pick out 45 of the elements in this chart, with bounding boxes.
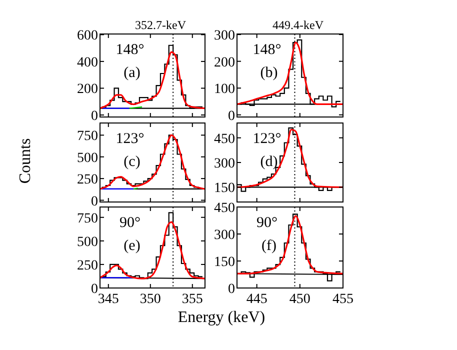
x-tick-label: 345: [98, 292, 119, 307]
x-tick-label: 445: [246, 292, 268, 307]
y-tick-label: 750: [77, 211, 98, 226]
annotation: (a): [124, 65, 140, 81]
y-tick-label: 0: [91, 108, 98, 124]
annotation: 90°: [120, 215, 140, 231]
y-tick-label: 250: [77, 258, 98, 274]
annotation: (d): [260, 154, 278, 170]
x-tick-label: 350: [140, 292, 161, 307]
y-tick-label: 0: [228, 108, 235, 124]
y-tick-label: 200: [77, 82, 98, 98]
x-tick-label: 455: [332, 292, 354, 307]
y-tick-label: 0: [228, 282, 235, 297]
chart-title: 449.4-keV: [272, 18, 324, 32]
annotation: (b): [260, 65, 278, 81]
y-tick-label: 300: [214, 228, 235, 243]
y-tick-label: 750: [77, 129, 98, 144]
y-tick-label: 400: [77, 55, 98, 70]
y-axis-title: Counts: [17, 138, 34, 184]
y-tick-label: 500: [77, 234, 98, 250]
annotation: 148°: [116, 42, 144, 58]
x-tick-label: 450: [289, 292, 310, 307]
annotation: (f): [262, 238, 276, 254]
y-tick-label: 450: [214, 201, 235, 216]
y-tick-label: 100: [214, 82, 235, 98]
annotation: 123°: [252, 131, 282, 147]
annotation: 123°: [116, 131, 144, 147]
y-tick-label: 600: [77, 28, 98, 44]
y-tick-label: 150: [214, 255, 235, 270]
y-tick-label: 500: [77, 150, 98, 166]
x-axis-title: Energy (keV): [178, 309, 266, 326]
annotation: (c): [124, 154, 140, 170]
annotation: (e): [124, 238, 140, 254]
annotation: 90°: [256, 215, 278, 231]
y-tick-label: 250: [77, 172, 98, 188]
x-tick-label: 355: [182, 292, 203, 307]
y-tick-label: 450: [214, 132, 235, 147]
y-tick-label: 0: [91, 194, 98, 210]
y-tick-label: 150: [214, 181, 235, 196]
annotation: 148°: [252, 42, 282, 58]
y-tick-label: 300: [214, 28, 235, 44]
y-tick-label: 300: [214, 156, 235, 172]
y-tick-label: 0: [91, 282, 98, 297]
chart-title: 352.7-keV: [135, 18, 186, 32]
y-tick-label: 200: [214, 55, 235, 70]
